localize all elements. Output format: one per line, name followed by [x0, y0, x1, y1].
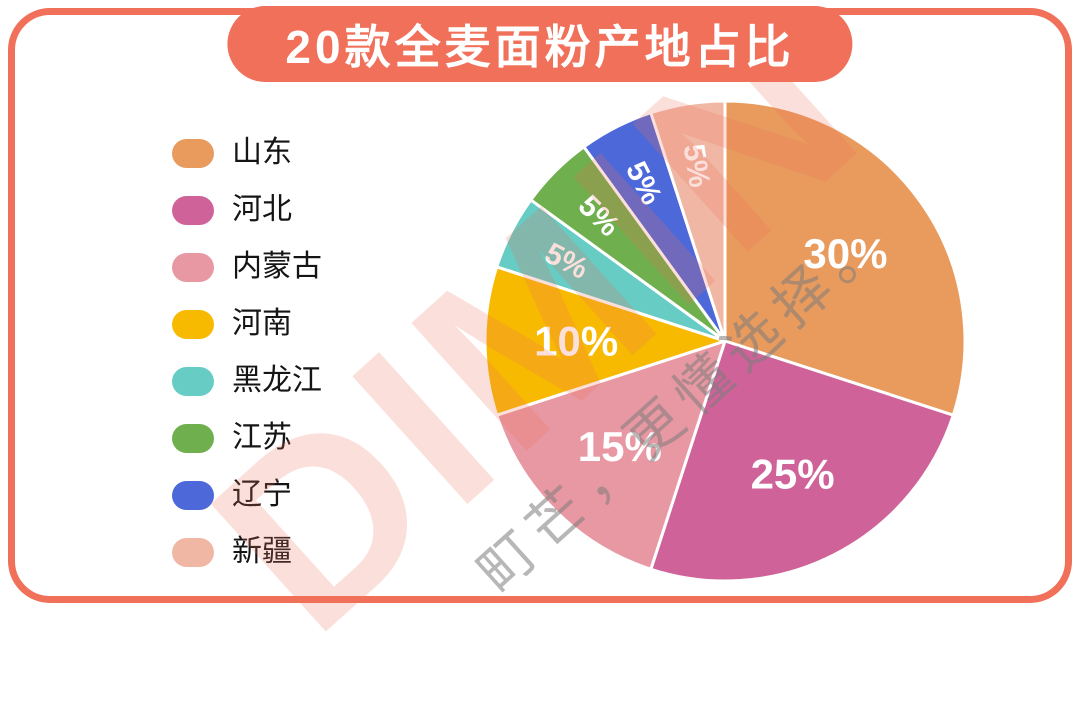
legend-swatch: [172, 252, 214, 282]
legend-label: 河南: [232, 307, 292, 340]
pie-slice-新疆: [649, 99, 727, 343]
legend-item: 新疆: [172, 535, 322, 569]
legend-item: 内蒙古: [172, 250, 322, 284]
legend-swatch: [172, 480, 214, 510]
legend-label: 河北: [232, 193, 292, 226]
legend-item: 黑龙江: [172, 364, 322, 398]
legend-swatch: [172, 195, 214, 225]
pie-percent-label: 15%: [578, 423, 662, 470]
page-title: 20款全麦面粉产地占比: [285, 21, 795, 73]
legend-swatch: [172, 537, 214, 567]
legend-label: 江苏: [232, 421, 292, 454]
legend-swatch: [172, 423, 214, 453]
legend-item: 河北: [172, 193, 322, 227]
pie-slice-山东: [723, 99, 967, 417]
legend-label: 山东: [232, 136, 292, 169]
legend-label: 辽宁: [232, 478, 292, 511]
legend-swatch: [172, 309, 214, 339]
pie-slice-河南: [483, 265, 727, 417]
infographic-page: { "title": "20款全麦面粉产地占比", "colors": { "f…: [8, 0, 1072, 683]
legend-item: 辽宁: [172, 478, 322, 512]
legend: 山东河北内蒙古河南黑龙江江苏辽宁新疆: [172, 136, 322, 569]
pie-percent-label: 30%: [803, 230, 887, 277]
legend-item: 河南: [172, 307, 322, 341]
legend-item: 山东: [172, 136, 322, 170]
legend-swatch: [172, 366, 214, 396]
pie-percent-label: 5%: [677, 142, 716, 190]
pie-percent-label: 25%: [751, 450, 835, 497]
legend-item: 江苏: [172, 421, 322, 455]
legend-label: 新疆: [232, 535, 292, 568]
pie-percent-label: 10%: [534, 318, 618, 365]
pie-slice-河北: [649, 339, 955, 583]
legend-label: 内蒙古: [232, 250, 322, 283]
pie-chart: 30%25%15%10%5%5%5% 5%: [483, 99, 967, 583]
title-banner: 20款全麦面粉产地占比: [227, 6, 853, 82]
legend-label: 黑龙江: [232, 364, 322, 397]
legend-swatch: [172, 138, 214, 168]
